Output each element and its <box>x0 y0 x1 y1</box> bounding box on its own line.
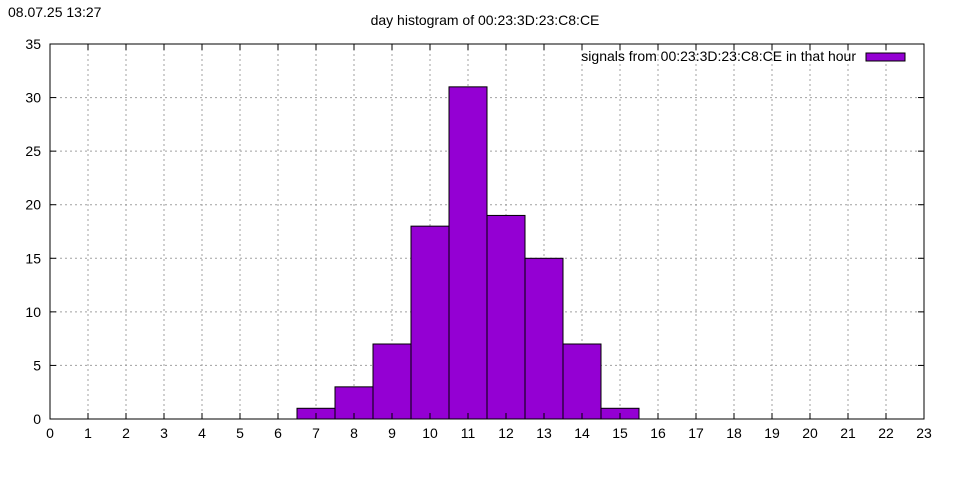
axis-ticks <box>49 43 925 420</box>
y-tick-label: 15 <box>25 250 41 266</box>
y-tick-label: 20 <box>25 197 41 213</box>
legend: signals from 00:23:3D:23:C8:CE in that h… <box>581 48 906 64</box>
y-tick-label: 0 <box>33 411 41 427</box>
y-tick-label: 25 <box>25 143 41 159</box>
x-tick-label: 6 <box>274 425 282 441</box>
timestamp: 08.07.25 13:27 <box>8 4 102 20</box>
histogram-bar <box>372 343 412 420</box>
x-tick-label: 4 <box>198 425 206 441</box>
histogram-bar <box>562 343 602 420</box>
y-tick-label: 30 <box>25 90 41 106</box>
y-tick-label: 35 <box>25 36 41 52</box>
x-tick-label: 8 <box>350 425 358 441</box>
x-tick-label: 9 <box>388 425 396 441</box>
x-tick-label: 7 <box>312 425 320 441</box>
grid-lines <box>50 44 924 419</box>
histogram-bar <box>524 257 564 420</box>
x-tick-label: 0 <box>46 425 54 441</box>
histogram-bar <box>486 214 526 420</box>
histogram-bar <box>448 86 488 420</box>
legend-label: signals from 00:23:3D:23:C8:CE in that h… <box>581 48 856 64</box>
x-tick-label: 5 <box>236 425 244 441</box>
x-tick-label: 10 <box>422 425 438 441</box>
x-tick-label: 16 <box>650 425 666 441</box>
legend-swatch <box>865 52 906 62</box>
x-tick-label: 1 <box>84 425 92 441</box>
x-tick-label: 14 <box>574 425 590 441</box>
x-tick-label: 22 <box>878 425 894 441</box>
x-tick-label: 18 <box>726 425 742 441</box>
x-tick-label: 19 <box>764 425 780 441</box>
plot-border <box>49 43 925 420</box>
x-tick-label: 12 <box>498 425 514 441</box>
x-tick-label: 20 <box>802 425 818 441</box>
x-tick-label: 21 <box>840 425 856 441</box>
x-tick-label: 15 <box>612 425 628 441</box>
y-tick-label: 10 <box>25 304 41 320</box>
x-tick-label: 3 <box>160 425 168 441</box>
x-tick-label: 23 <box>916 425 932 441</box>
histogram-bar <box>410 225 450 420</box>
x-tick-label: 11 <box>461 425 476 441</box>
x-tick-label: 17 <box>688 425 704 441</box>
x-tick-label: 13 <box>536 425 552 441</box>
y-axis-tick-labels: 0 5 10 15 20 25 30 35 <box>25 36 41 427</box>
chart-title: day histogram of 00:23:3D:23:C8:CE <box>370 12 600 28</box>
y-tick-label: 5 <box>33 357 41 373</box>
x-tick-label: 2 <box>122 425 130 441</box>
x-axis-tick-labels: 0 1 2 3 4 5 6 7 8 9 10 11 12 13 14 15 16 17 18 19 20 21 22 23 <box>46 425 932 441</box>
bar-series <box>296 86 640 420</box>
